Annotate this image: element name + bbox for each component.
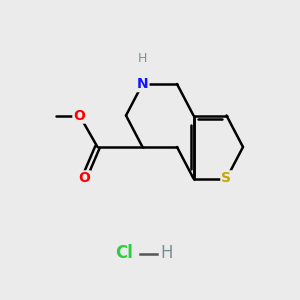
Text: O: O	[78, 172, 90, 185]
Text: O: O	[74, 109, 86, 122]
Text: Cl: Cl	[116, 244, 134, 262]
Text: H: H	[160, 244, 173, 262]
Text: N: N	[137, 77, 148, 91]
Text: H: H	[138, 52, 147, 65]
Text: S: S	[221, 172, 232, 185]
